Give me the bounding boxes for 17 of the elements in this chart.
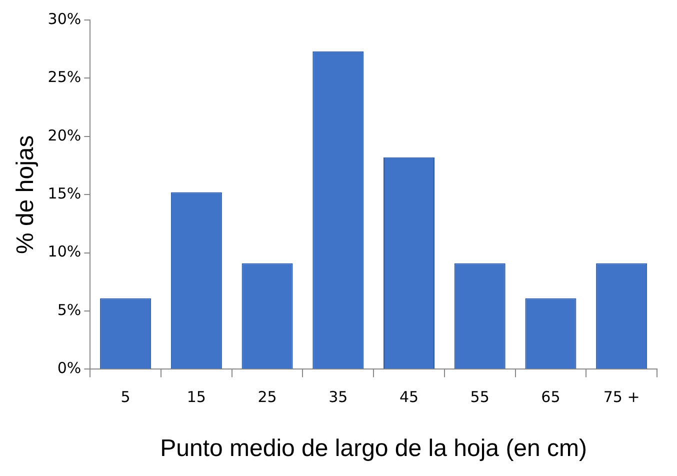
x-tick-label: 65	[541, 388, 560, 406]
x-tick-label: 35	[328, 388, 348, 406]
y-tick-label: 25%	[48, 68, 82, 86]
y-tick-label: 15%	[48, 184, 82, 202]
x-tick-label: 15	[186, 388, 206, 406]
x-tick-label: 45	[399, 388, 419, 406]
y-tick-label: 5%	[57, 300, 82, 319]
x-tick-label: 5	[120, 388, 130, 406]
y-axis-title: % de hojas	[12, 135, 40, 254]
x-tick-label: 75 +	[603, 388, 640, 406]
x-tick-label: 55	[470, 388, 490, 406]
x-tick-label: 25	[258, 388, 277, 406]
y-tick-label: 30%	[48, 10, 82, 28]
y-tick-label: 0%	[57, 359, 82, 378]
x-axis-title: Punto medio de largo de la hoja (en cm)	[160, 435, 588, 462]
y-tick-label: 10%	[48, 242, 82, 261]
y-tick-label: 20%	[48, 126, 82, 144]
